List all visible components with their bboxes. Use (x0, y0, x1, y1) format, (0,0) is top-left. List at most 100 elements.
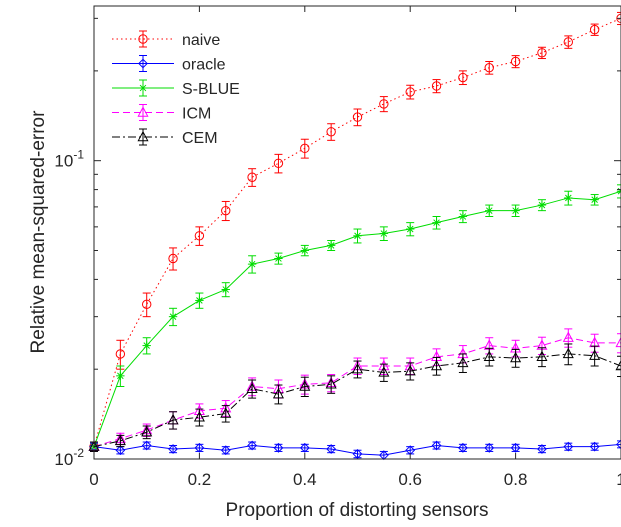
marker-stroke (196, 297, 203, 304)
series-cem (88, 343, 621, 452)
data-point-cem (431, 359, 443, 371)
legend-marker (137, 106, 149, 117)
legend-marker (138, 34, 148, 44)
series-line-naive (93, 17, 621, 447)
x-tick-label: 0.8 (504, 470, 528, 489)
marker-stroke (538, 201, 546, 209)
data-point-cem (272, 387, 284, 399)
data-point-s-blue (485, 206, 494, 215)
data-point-naive (221, 205, 231, 216)
data-point-naive (484, 62, 494, 73)
error-bar-naive (169, 247, 178, 271)
data-point-s-blue (511, 206, 520, 215)
data-point-naive (352, 112, 363, 122)
series-naive (89, 11, 621, 452)
data-point-oracle (141, 440, 152, 451)
data-point-s-blue (432, 218, 441, 227)
data-point-s-blue (353, 231, 362, 241)
legend-label: oracle (182, 57, 226, 74)
marker-stroke (591, 196, 598, 203)
marker-stroke (301, 247, 309, 254)
data-point-oracle (457, 442, 468, 453)
error-bar-naive (617, 11, 621, 26)
data-point-s-blue (379, 229, 389, 238)
data-point-oracle (563, 441, 574, 452)
legend-entry-oracle: oracle (112, 55, 226, 74)
marker-stroke (406, 225, 414, 233)
series-line-icm (93, 337, 621, 448)
data-point-oracle (168, 444, 178, 454)
data-point-cem (589, 349, 601, 360)
marker-stroke (512, 207, 519, 214)
data-point-icm (562, 331, 574, 342)
data-point-oracle (299, 442, 310, 453)
error-bar-naive (142, 292, 151, 318)
data-point-naive (300, 143, 310, 154)
legend-label: S-BLUE (182, 81, 240, 98)
legend-marker (138, 83, 148, 93)
x-tick-label: 0 (89, 470, 98, 489)
marker-stroke (617, 190, 621, 195)
data-point-naive (168, 253, 178, 264)
data-point-naive (589, 24, 600, 35)
error-bar-icm (617, 333, 621, 354)
data-point-oracle (510, 442, 521, 453)
marker-stroke (459, 213, 467, 220)
data-point-naive (405, 87, 415, 97)
legend-entry-icm: ICM (112, 104, 211, 123)
data-point-cem (351, 362, 364, 374)
data-point-naive (537, 48, 547, 58)
legend-label: naive (182, 32, 220, 49)
data-point-cem (562, 347, 574, 359)
data-point-oracle (589, 441, 600, 452)
marker-stroke (117, 372, 124, 380)
data-point-s-blue (168, 312, 178, 321)
data-point-oracle (273, 442, 284, 453)
x-tick-label: 1 (616, 470, 621, 489)
error-bar-naive (327, 123, 336, 141)
marker-stroke (275, 255, 282, 262)
data-point-s-blue (274, 254, 283, 263)
data-point-naive (326, 127, 336, 137)
y-tick-label: 10-2 (54, 446, 84, 469)
error-bar-naive (195, 226, 204, 246)
data-point-cem (246, 382, 258, 393)
error-bar-s-blue (617, 184, 621, 199)
data-point-cem (114, 434, 126, 446)
legend-label: ICM (182, 106, 211, 123)
data-point-naive (458, 72, 468, 83)
x-axis-label: Proportion of distorting sensors (226, 500, 489, 521)
data-point-s-blue (537, 200, 547, 210)
marker-stroke (433, 219, 440, 226)
data-point-cem (325, 378, 337, 389)
data-point-cem (193, 411, 205, 422)
data-point-naive (194, 231, 205, 241)
legend-label: CEM (182, 130, 218, 147)
data-point-cem (536, 350, 548, 362)
data-point-s-blue (326, 241, 336, 250)
x-tick-label: 0.2 (188, 470, 212, 489)
data-point-naive (115, 349, 126, 359)
data-point-cem (510, 351, 522, 363)
data-point-oracle (352, 449, 363, 459)
data-point-cem (299, 380, 311, 391)
marker-stroke (354, 232, 361, 240)
legend-marker (137, 130, 149, 142)
legend: naive oracle S-BLUE ICM CEM (104, 15, 244, 160)
data-point-naive (379, 99, 389, 109)
data-point-s-blue (300, 246, 309, 255)
data-point-s-blue (116, 371, 125, 381)
marker-stroke (222, 286, 230, 293)
marker-stroke (380, 230, 388, 237)
data-point-cem (615, 359, 621, 371)
data-point-s-blue (142, 341, 151, 350)
marker-stroke (139, 84, 147, 92)
data-point-cem (457, 356, 469, 368)
marker-stroke (565, 194, 572, 202)
data-point-s-blue (247, 259, 257, 269)
data-point-cem (483, 350, 495, 362)
data-point-oracle (537, 444, 547, 454)
data-point-cem (220, 407, 232, 418)
data-point-s-blue (458, 212, 468, 221)
